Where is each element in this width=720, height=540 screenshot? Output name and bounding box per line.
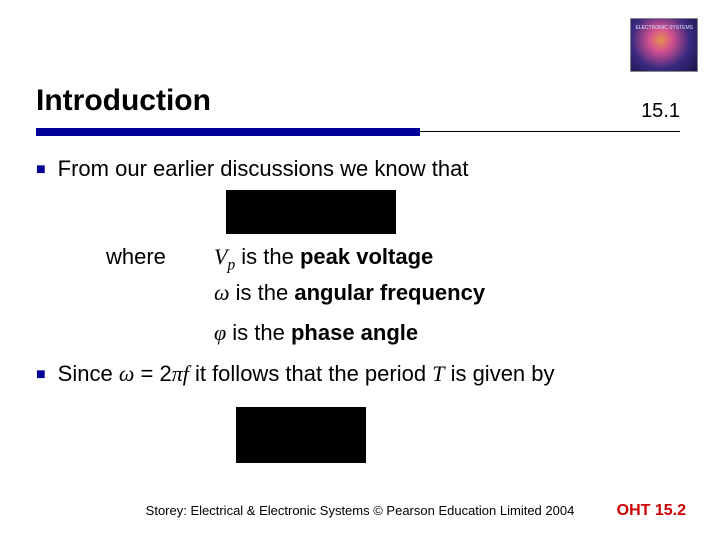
definition-line: Vp is the peak voltage	[214, 242, 684, 276]
title-rule-thin	[420, 131, 680, 132]
definition-lines: Vp is the peak voltage ω is the angular …	[214, 242, 684, 350]
slide-body: ■ From our earlier discussions we know t…	[36, 154, 684, 463]
symbol-vp: V	[214, 244, 227, 269]
thumbnail-caption: ELECTRONIC SYSTEMS	[635, 25, 693, 31]
symbol-phi: φ	[214, 320, 226, 345]
where-label: where	[106, 242, 214, 350]
bullet-text: From our earlier discussions we know tha…	[58, 154, 469, 184]
definition-block: where Vp is the peak voltage ω is the an…	[106, 242, 684, 350]
section-number: 15.1	[641, 100, 680, 123]
footer-text: Storey: Electrical & Electronic Systems …	[0, 503, 720, 518]
oht-label: OHT 15.2	[617, 502, 686, 520]
title-rule-blue	[36, 128, 420, 136]
bullet-text: Since ω = 2πf it follows that the period…	[58, 359, 555, 389]
formula-placeholder	[236, 407, 366, 463]
bullet-mark-icon: ■	[36, 364, 46, 389]
bullet-item: ■ From our earlier discussions we know t…	[36, 154, 684, 184]
bullet-mark-icon: ■	[36, 159, 46, 184]
page-title: Introduction	[36, 84, 211, 118]
symbol-omega: ω	[119, 361, 135, 386]
book-thumbnail: ELECTRONIC SYSTEMS	[630, 18, 698, 72]
definition-line: ω is the angular frequency	[214, 278, 684, 308]
bullet-item: ■ Since ω = 2πf it follows that the peri…	[36, 359, 684, 389]
symbol-pi: π	[172, 361, 183, 386]
formula-placeholder	[226, 190, 396, 234]
symbol-T: T	[432, 361, 444, 386]
symbol-omega: ω	[214, 280, 230, 305]
definition-line: φ is the phase angle	[214, 318, 684, 348]
